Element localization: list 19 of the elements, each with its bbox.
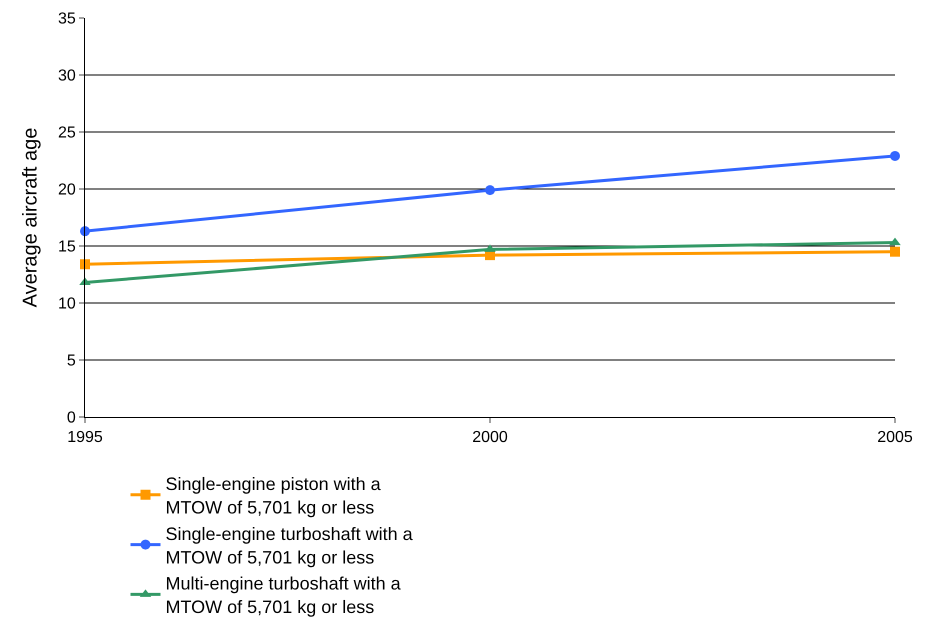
point — [80, 259, 90, 270]
y-tick-label: 30 — [58, 68, 76, 85]
legend-label: Single-engine turboshaft with a MTOW of 5,701 kg or less — [166, 524, 414, 568]
y-axis-title: Average aircraft age — [20, 128, 42, 308]
point — [890, 246, 900, 257]
y-tick-label: 20 — [58, 182, 76, 199]
legend-label: Multi-engine turboshaft with a MTOW of 5,701 kg or less — [166, 574, 402, 618]
point — [890, 150, 900, 161]
y-tick-label: 35 — [58, 10, 76, 28]
y-tick-label: 15 — [58, 238, 76, 256]
point — [485, 185, 495, 196]
x-tick-label: 2005 — [877, 429, 913, 446]
y-tick-label: 5 — [66, 352, 76, 370]
legend-label: Single-engine piston with a MTOW of 5,701 kg or less — [166, 474, 382, 518]
x-tick-label: 2000 — [472, 429, 508, 446]
y-tick-label: 25 — [58, 124, 76, 142]
x-tick-label: 1995 — [67, 429, 103, 446]
y-tick-label: 10 — [58, 296, 76, 313]
y-tick-label: 0 — [66, 410, 76, 427]
